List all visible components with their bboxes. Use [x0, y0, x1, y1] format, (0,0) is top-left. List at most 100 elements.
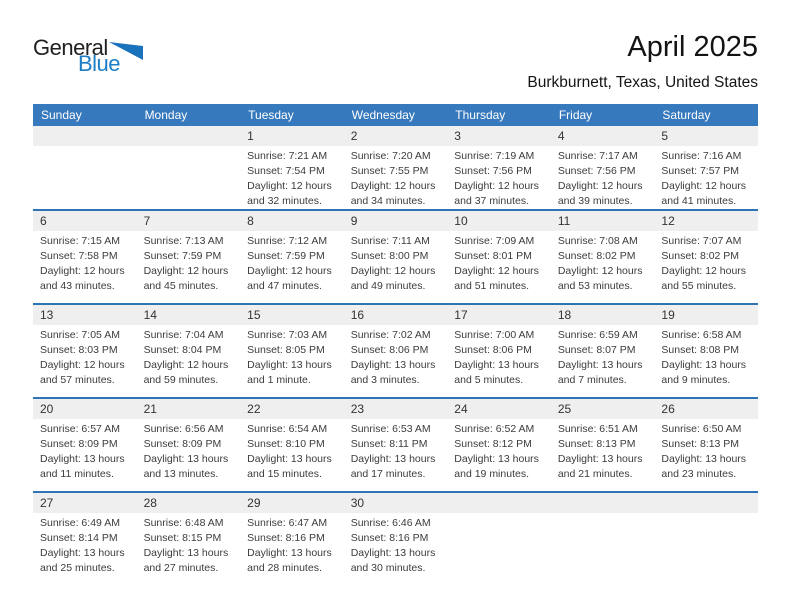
day-info: Sunrise: 6:51 AM Sunset: 8:13 PM Dayligh… — [551, 419, 655, 482]
sunset-text: Sunset: 8:02 PM — [557, 250, 636, 262]
sunrise-text: Sunrise: 6:58 AM — [661, 329, 742, 341]
daylight-text-line1: Daylight: 13 hours — [40, 453, 125, 465]
sunset-text: Sunset: 8:07 PM — [557, 344, 636, 356]
day-info: Sunrise: 6:56 AM Sunset: 8:09 PM Dayligh… — [137, 419, 241, 482]
daylight-text-line2: and 21 minutes. — [557, 468, 633, 480]
day-number: 20 — [33, 399, 137, 419]
day-cell: 20 Sunrise: 6:57 AM Sunset: 8:09 PM Dayl… — [33, 399, 137, 491]
sunset-text: Sunset: 8:00 PM — [350, 250, 429, 262]
week-row: 13 Sunrise: 7:05 AM Sunset: 8:03 PM Dayl… — [33, 303, 758, 397]
day-cell: 26 Sunrise: 6:50 AM Sunset: 8:13 PM Dayl… — [654, 399, 758, 491]
day-number: 1 — [240, 126, 344, 146]
daylight-text-line1: Daylight: 12 hours — [40, 359, 125, 371]
sunset-text: Sunset: 7:58 PM — [40, 250, 118, 262]
day-info: Sunrise: 6:58 AM Sunset: 8:08 PM Dayligh… — [654, 325, 758, 388]
daylight-text-line1: Daylight: 12 hours — [454, 265, 539, 277]
logo-blue-text: Blue — [78, 51, 121, 76]
daylight-text-line2: and 23 minutes. — [661, 468, 737, 480]
day-cell: 4 Sunrise: 7:17 AM Sunset: 7:56 PM Dayli… — [550, 126, 655, 209]
daylight-text-line2: and 59 minutes. — [143, 374, 219, 386]
day-cell: 24 Sunrise: 6:52 AM Sunset: 8:12 PM Dayl… — [447, 399, 551, 491]
day-info: Sunrise: 7:15 AM Sunset: 7:58 PM Dayligh… — [33, 231, 137, 294]
day-cell — [550, 493, 655, 585]
daylight-text-line1: Daylight: 13 hours — [557, 453, 643, 465]
daylight-text-line2: and 5 minutes. — [454, 374, 524, 386]
sunrise-text: Sunrise: 6:52 AM — [454, 423, 535, 435]
daylight-text-line1: Daylight: 12 hours — [40, 265, 125, 277]
day-number: 24 — [447, 399, 551, 419]
sunset-text: Sunset: 8:02 PM — [661, 250, 740, 262]
daylight-text-line1: Daylight: 12 hours — [143, 359, 229, 371]
daylight-text-line1: Daylight: 13 hours — [350, 547, 436, 559]
day-info: Sunrise: 7:00 AM Sunset: 8:06 PM Dayligh… — [447, 325, 551, 388]
daylight-text-line2: and 49 minutes. — [350, 280, 426, 292]
weekday-header-monday: Monday — [144, 108, 188, 122]
day-cell: 3 Sunrise: 7:19 AM Sunset: 7:56 PM Dayli… — [447, 126, 551, 209]
day-info: Sunrise: 7:11 AM Sunset: 8:00 PM Dayligh… — [344, 231, 448, 294]
daylight-text-line1: Daylight: 13 hours — [247, 453, 332, 465]
daylight-text-line1: Daylight: 13 hours — [454, 359, 539, 371]
weekday-header-saturday: Saturday — [662, 108, 711, 122]
day-info: Sunrise: 7:21 AM Sunset: 7:54 PM Dayligh… — [240, 146, 344, 209]
day-info: Sunrise: 7:20 AM Sunset: 7:55 PM Dayligh… — [344, 146, 448, 209]
weekday-header-sunday: Sunday — [41, 108, 82, 122]
daylight-text-line2: and 51 minutes. — [454, 280, 529, 292]
sunrise-text: Sunrise: 7:08 AM — [557, 235, 638, 247]
day-number: 27 — [33, 493, 137, 513]
day-cell: 8 Sunrise: 7:12 AM Sunset: 7:59 PM Dayli… — [240, 211, 344, 303]
day-number: 19 — [654, 305, 758, 325]
day-info: Sunrise: 7:13 AM Sunset: 7:59 PM Dayligh… — [137, 231, 241, 294]
day-number: 10 — [447, 211, 551, 231]
sunrise-text: Sunrise: 7:07 AM — [661, 235, 742, 247]
sunrise-text: Sunrise: 6:47 AM — [247, 517, 328, 529]
day-info: Sunrise: 7:09 AM Sunset: 8:01 PM Dayligh… — [447, 231, 551, 294]
sunset-text: Sunset: 8:01 PM — [454, 250, 532, 262]
day-number: 14 — [136, 305, 241, 325]
day-number — [550, 493, 655, 513]
day-number — [136, 126, 241, 146]
day-number: 9 — [343, 211, 448, 231]
day-info: Sunrise: 7:16 AM Sunset: 7:57 PM Dayligh… — [654, 146, 758, 209]
daylight-text-line2: and 1 minute. — [247, 374, 311, 386]
daylight-text-line1: Daylight: 12 hours — [143, 265, 229, 277]
day-cell: 15 Sunrise: 7:03 AM Sunset: 8:05 PM Dayl… — [240, 305, 344, 397]
daylight-text-line1: Daylight: 12 hours — [557, 180, 643, 192]
daylight-text-line2: and 45 minutes. — [143, 280, 219, 292]
day-cell: 11 Sunrise: 7:08 AM Sunset: 8:02 PM Dayl… — [550, 211, 655, 303]
week-row: 1 Sunrise: 7:21 AM Sunset: 7:54 PM Dayli… — [33, 126, 758, 209]
sunset-text: Sunset: 8:16 PM — [247, 532, 325, 544]
day-number: 3 — [447, 126, 551, 146]
sunrise-text: Sunrise: 7:21 AM — [247, 150, 328, 162]
sunset-text: Sunset: 8:14 PM — [40, 532, 118, 544]
sunset-text: Sunset: 7:55 PM — [350, 165, 429, 177]
sunset-text: Sunset: 8:09 PM — [40, 438, 118, 450]
daylight-text-line1: Daylight: 13 hours — [557, 359, 643, 371]
week-row: 20 Sunrise: 6:57 AM Sunset: 8:09 PM Dayl… — [33, 397, 758, 491]
daylight-text-line2: and 37 minutes. — [454, 195, 529, 207]
sunset-text: Sunset: 7:57 PM — [661, 165, 740, 177]
sunset-text: Sunset: 8:10 PM — [247, 438, 325, 450]
day-cell: 7 Sunrise: 7:13 AM Sunset: 7:59 PM Dayli… — [136, 211, 241, 303]
day-info: Sunrise: 6:46 AM Sunset: 8:16 PM Dayligh… — [344, 513, 448, 576]
general-blue-logo: General Blue — [33, 37, 143, 75]
sunset-text: Sunset: 8:15 PM — [143, 532, 222, 544]
daylight-text-line2: and 17 minutes. — [350, 468, 426, 480]
day-cell: 21 Sunrise: 6:56 AM Sunset: 8:09 PM Dayl… — [136, 399, 241, 491]
sunrise-text: Sunrise: 6:56 AM — [143, 423, 224, 435]
day-cell — [136, 126, 241, 209]
day-number — [33, 126, 137, 146]
day-cell: 10 Sunrise: 7:09 AM Sunset: 8:01 PM Dayl… — [447, 211, 551, 303]
daylight-text-line1: Daylight: 12 hours — [661, 265, 747, 277]
day-cell: 18 Sunrise: 6:59 AM Sunset: 8:07 PM Dayl… — [550, 305, 655, 397]
sunset-text: Sunset: 7:59 PM — [247, 250, 325, 262]
day-info: Sunrise: 6:47 AM Sunset: 8:16 PM Dayligh… — [240, 513, 344, 576]
day-number: 2 — [343, 126, 448, 146]
daylight-text-line2: and 13 minutes. — [143, 468, 219, 480]
day-info: Sunrise: 6:57 AM Sunset: 8:09 PM Dayligh… — [33, 419, 137, 482]
day-info: Sunrise: 6:49 AM Sunset: 8:14 PM Dayligh… — [33, 513, 137, 576]
sunrise-text: Sunrise: 7:17 AM — [557, 150, 638, 162]
daylight-text-line2: and 53 minutes. — [557, 280, 633, 292]
day-cell: 5 Sunrise: 7:16 AM Sunset: 7:57 PM Dayli… — [654, 126, 758, 209]
sunrise-text: Sunrise: 6:54 AM — [247, 423, 328, 435]
